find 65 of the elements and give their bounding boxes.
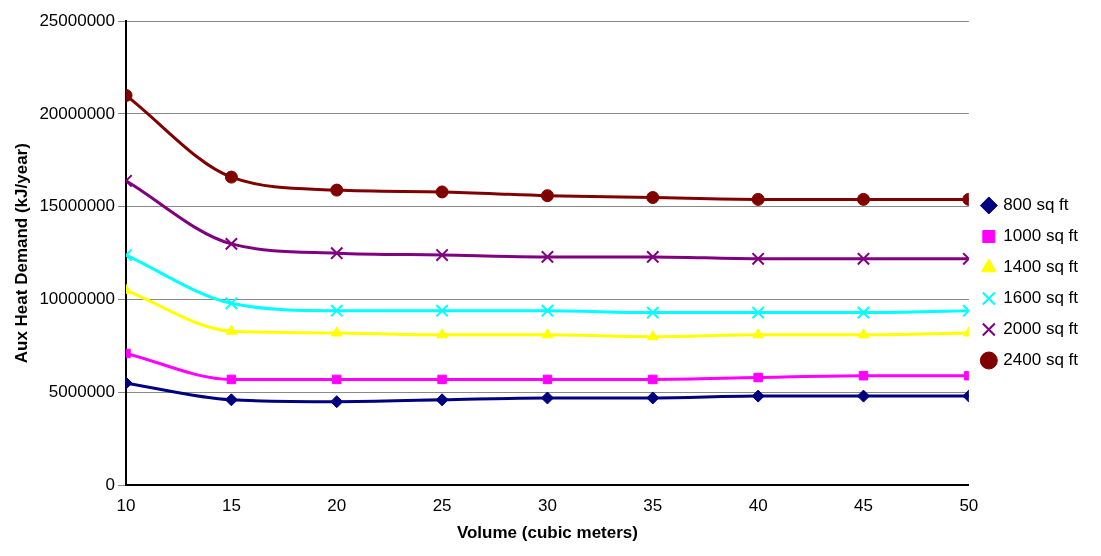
point — [330, 395, 344, 409]
x-tick-label: 15 — [221, 496, 241, 516]
point — [330, 246, 344, 260]
point — [224, 393, 238, 407]
point — [540, 304, 555, 318]
point — [330, 304, 344, 318]
point — [647, 330, 659, 341]
point — [646, 250, 660, 264]
point — [751, 305, 765, 320]
legend-label: 1400 sq ft — [1003, 257, 1079, 277]
legend-label: 800 sq ft — [1003, 195, 1069, 215]
point — [751, 252, 765, 266]
point — [224, 170, 238, 184]
point — [226, 374, 237, 385]
x-tick-label: 50 — [959, 496, 979, 516]
point — [856, 305, 871, 320]
point — [435, 248, 449, 262]
point — [646, 305, 660, 320]
legend-label: 2000 sq ft — [1003, 319, 1079, 339]
point — [435, 304, 449, 318]
point — [856, 252, 871, 266]
x-tick-label: 45 — [854, 496, 873, 516]
point — [541, 328, 554, 339]
y-axis-title: Aux Heat Demand (kJ/year) — [11, 143, 31, 364]
point — [540, 189, 554, 203]
legend-label: 2400 sq ft — [1003, 350, 1079, 370]
x-tick-label: 40 — [748, 496, 768, 516]
point — [648, 374, 658, 385]
legend-label: 1600 sq ft — [1003, 288, 1079, 308]
point — [225, 324, 238, 335]
point — [436, 328, 448, 339]
y-tick-label: 25000000 — [39, 10, 116, 30]
point — [435, 393, 449, 407]
point — [540, 391, 554, 405]
point — [331, 374, 342, 385]
point — [224, 237, 239, 251]
y-tick-label: 20000000 — [39, 103, 116, 123]
point — [224, 296, 239, 310]
x-tick-label: 20 — [327, 496, 347, 516]
x-tick-label: 25 — [432, 496, 452, 516]
point — [542, 374, 553, 385]
point — [856, 192, 870, 206]
y-tick-label: 10000000 — [39, 289, 116, 309]
point — [435, 185, 449, 199]
point — [752, 328, 764, 339]
point — [858, 370, 869, 381]
legend-label: 1000 sq ft — [1003, 226, 1079, 246]
point — [751, 389, 765, 403]
y-tick-label: 5000000 — [48, 382, 116, 402]
point — [331, 326, 343, 337]
point — [437, 374, 447, 385]
y-tick-label: 15000000 — [39, 196, 116, 216]
x-tick-label: 35 — [643, 496, 663, 516]
y-tick-label: 0 — [105, 474, 116, 494]
x-axis-title: Volume (cubic meters) — [456, 523, 638, 543]
point — [646, 191, 660, 205]
x-tick-label: 30 — [537, 496, 557, 516]
point — [751, 192, 765, 206]
point — [857, 328, 870, 339]
point — [753, 372, 763, 383]
point — [646, 391, 660, 405]
x-tick-label: 10 — [116, 496, 136, 516]
point — [330, 183, 344, 197]
point — [856, 389, 870, 403]
point — [540, 250, 555, 264]
